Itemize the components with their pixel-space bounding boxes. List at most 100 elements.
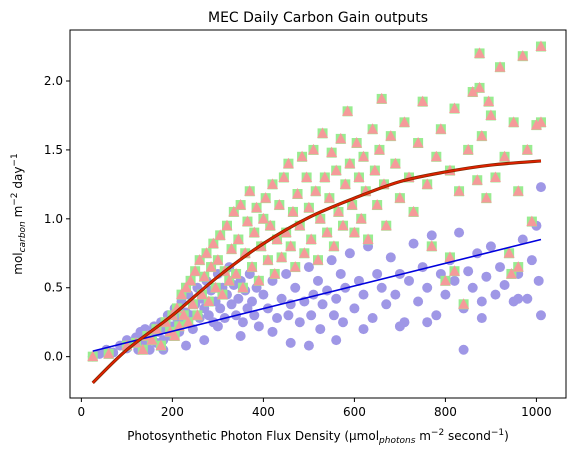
data-point-circle [262,303,273,314]
data-point-circle [476,313,487,324]
data-point-triangle [326,146,338,158]
data-point-triangle [342,105,354,116]
data-point-triangle [346,199,358,210]
data-point-triangle [503,247,515,258]
x-axis-label: Photosynthetic Photon Flux Density (μmol… [127,428,509,446]
data-point-circle [463,266,474,277]
data-point-triangle [398,116,410,127]
data-point-circle [499,279,510,290]
data-point-triangle [196,288,208,300]
data-point-circle [272,313,283,324]
data-point-triangle [194,254,206,265]
data-point-circle [535,182,546,193]
data-point-triangle [508,116,520,127]
data-point-triangle [421,178,433,189]
data-point-triangle [458,298,470,309]
data-point-circle [253,321,264,332]
data-point-circle [353,275,364,286]
data-point-circle [385,252,396,263]
data-point-triangle [339,178,351,189]
data-point-triangle [228,205,240,217]
data-point-circle [313,275,323,286]
data-point-triangle [312,254,324,265]
data-point-triangle [251,201,263,213]
data-point-triangle [298,247,310,258]
data-point-triangle [271,233,283,244]
data-point-triangle [280,226,292,238]
data-point-triangle [480,192,492,203]
data-point-circle [381,299,392,310]
data-point-triangle [373,143,385,155]
data-point-triangle [474,47,486,58]
data-point-triangle [146,334,158,345]
data-point-triangle [439,274,451,286]
data-point-circle [513,293,524,304]
data-point-triangle [226,243,238,254]
y-axis-label: molcarbon m−2 day−1 [10,153,28,274]
data-point-triangle [212,254,224,265]
data-point-triangle [155,339,167,351]
data-point-triangle [494,61,506,72]
data-point-triangle [317,127,329,138]
data-point-triangle [137,343,149,355]
data-point-triangle [269,267,281,279]
data-point-triangle [178,309,190,320]
data-point-circle [440,289,451,300]
data-point-circle [522,293,533,304]
x-tick-label: 400 [252,405,275,419]
data-point-circle [290,282,301,293]
data-point-triangle [246,261,258,272]
data-point-triangle [408,205,420,217]
data-point-triangle [235,199,247,210]
data-point-circle [328,310,339,321]
data-point-triangle [169,329,181,341]
data-point-triangle [301,171,313,182]
data-point-triangle [489,171,501,182]
data-point-triangle [264,219,276,231]
data-point-triangle [521,143,533,155]
data-point-triangle [476,130,488,141]
data-point-triangle [244,185,256,196]
data-point-triangle [207,237,219,249]
data-point-triangle [426,240,438,251]
data-point-circle [533,275,544,286]
data-point-triangle [175,288,187,300]
data-point-triangle [232,233,244,244]
data-point-circle [413,296,424,307]
data-point-triangle [485,109,497,120]
axes-frame [69,29,567,399]
data-point-triangle [305,233,317,244]
data-point-circle [349,303,360,314]
data-point-triangle [185,274,197,286]
data-point-triangle [358,150,370,162]
data-point-circle [344,248,355,259]
data-point-triangle [471,174,483,185]
data-point-triangle [260,192,272,203]
data-point-circle [376,282,387,293]
data-point-triangle [273,199,285,210]
data-point-triangle [417,95,429,107]
data-point-triangle [103,347,115,359]
data-point-triangle [278,171,290,182]
series-triangle [87,40,547,362]
data-point-circle [335,268,346,279]
data-point-triangle [303,201,315,213]
plot-area [87,40,547,384]
data-point-triangle [344,157,356,169]
data-point-circle [267,326,278,337]
data-point-triangle [505,267,517,279]
data-point-triangle [205,261,217,272]
data-point-circle [303,262,314,273]
data-point-circle [181,340,192,351]
y-tick-label: 1.5 [44,143,63,157]
data-point-triangle [287,205,299,217]
data-point-circle [199,335,210,346]
data-point-triangle [337,219,349,231]
data-point-circle [358,324,369,335]
data-point-triangle [262,254,274,265]
data-point-circle [458,344,469,355]
data-point-circle [247,296,258,307]
data-point-triangle [453,185,465,196]
fit-linear [92,238,542,352]
data-point-triangle [87,350,99,362]
